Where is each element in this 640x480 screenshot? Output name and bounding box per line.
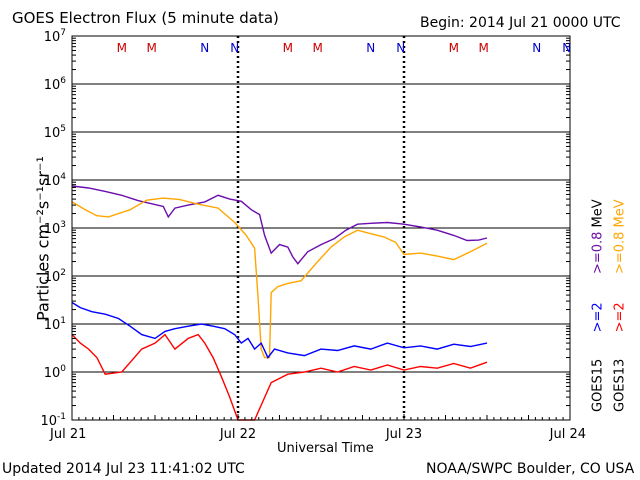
legend-row-goes13: GOES13 >=2 >=0.8 MeV [612,150,627,412]
credit-text: NOAA/SWPC Boulder, CO USA [426,461,635,477]
marker-n: N [230,41,239,55]
y-tick-label: 104 [44,172,67,189]
legend-goes13-high: >=0.8 [612,231,627,275]
legend-row-goes15: GOES15 >=2 >=0.8 MeV [590,150,605,412]
marker-n: N [396,41,405,55]
legend-goes15-low: >=2 [590,302,605,333]
legend-unit-1: MeV [590,199,605,228]
x-tick-label: Jul 21 [49,427,86,442]
x-axis-ticks: Jul 21 Jul 22 Jul 23 Jul 24 [49,414,586,442]
legend-goes15-high: >=0.8 [590,231,605,275]
updated-text: Updated 2014 Jul 23 11:41:02 UTC [2,461,245,477]
legend-goes13-low: >=2 [612,302,627,333]
series-line [71,301,488,359]
marker-n: N [562,41,571,55]
y-tick-label: 100 [44,364,67,381]
marker-m: M [449,41,459,55]
marker-m: M [283,41,293,55]
marker-m: M [313,41,323,55]
legend: GOES15 >=2 >=0.8 MeV GOES13 >=2 >=0.8 Me… [588,150,633,412]
y-tick-label: 106 [44,76,67,93]
legend-rotated: GOES15 >=2 >=0.8 MeV GOES13 >=2 >=0.8 Me… [588,150,633,412]
series-group [71,185,488,421]
marker-m: M [479,41,489,55]
y-tick-label: 10-1 [40,412,66,429]
series-line [71,197,488,359]
legend-unit-2: MeV [612,199,627,228]
chart-title: GOES Electron Flux (5 minute data) [12,9,279,27]
y-tick-label: 107 [44,28,66,45]
x-tick-label: Jul 23 [385,427,422,442]
legend-goes15-label: GOES15 [590,358,605,412]
legend-goes13-label: GOES13 [612,358,627,412]
x-axis-title: Universal Time [277,441,374,456]
x-tick-label: Jul 22 [219,427,256,442]
y-axis-title: Particles cm⁻²s⁻¹sr⁻¹ [33,156,53,321]
y-tick-label: 103 [44,220,66,237]
y-tick-label: 101 [44,316,66,333]
marker-m: M [117,41,127,55]
y-axis-ticks: 10-1 100 101 102 103 104 105 106 107 [40,28,570,429]
begin-time: Begin: 2014 Jul 21 0000 UTC [420,15,621,31]
series-line [71,333,488,421]
marker-m: M [147,41,157,55]
series-line [71,185,488,265]
x-tick-label: Jul 24 [549,427,586,442]
marker-n: N [532,41,541,55]
marker-n: N [200,41,209,55]
y-tick-label: 102 [44,268,66,285]
marker-n: N [366,41,375,55]
y-tick-label: 105 [44,124,66,141]
